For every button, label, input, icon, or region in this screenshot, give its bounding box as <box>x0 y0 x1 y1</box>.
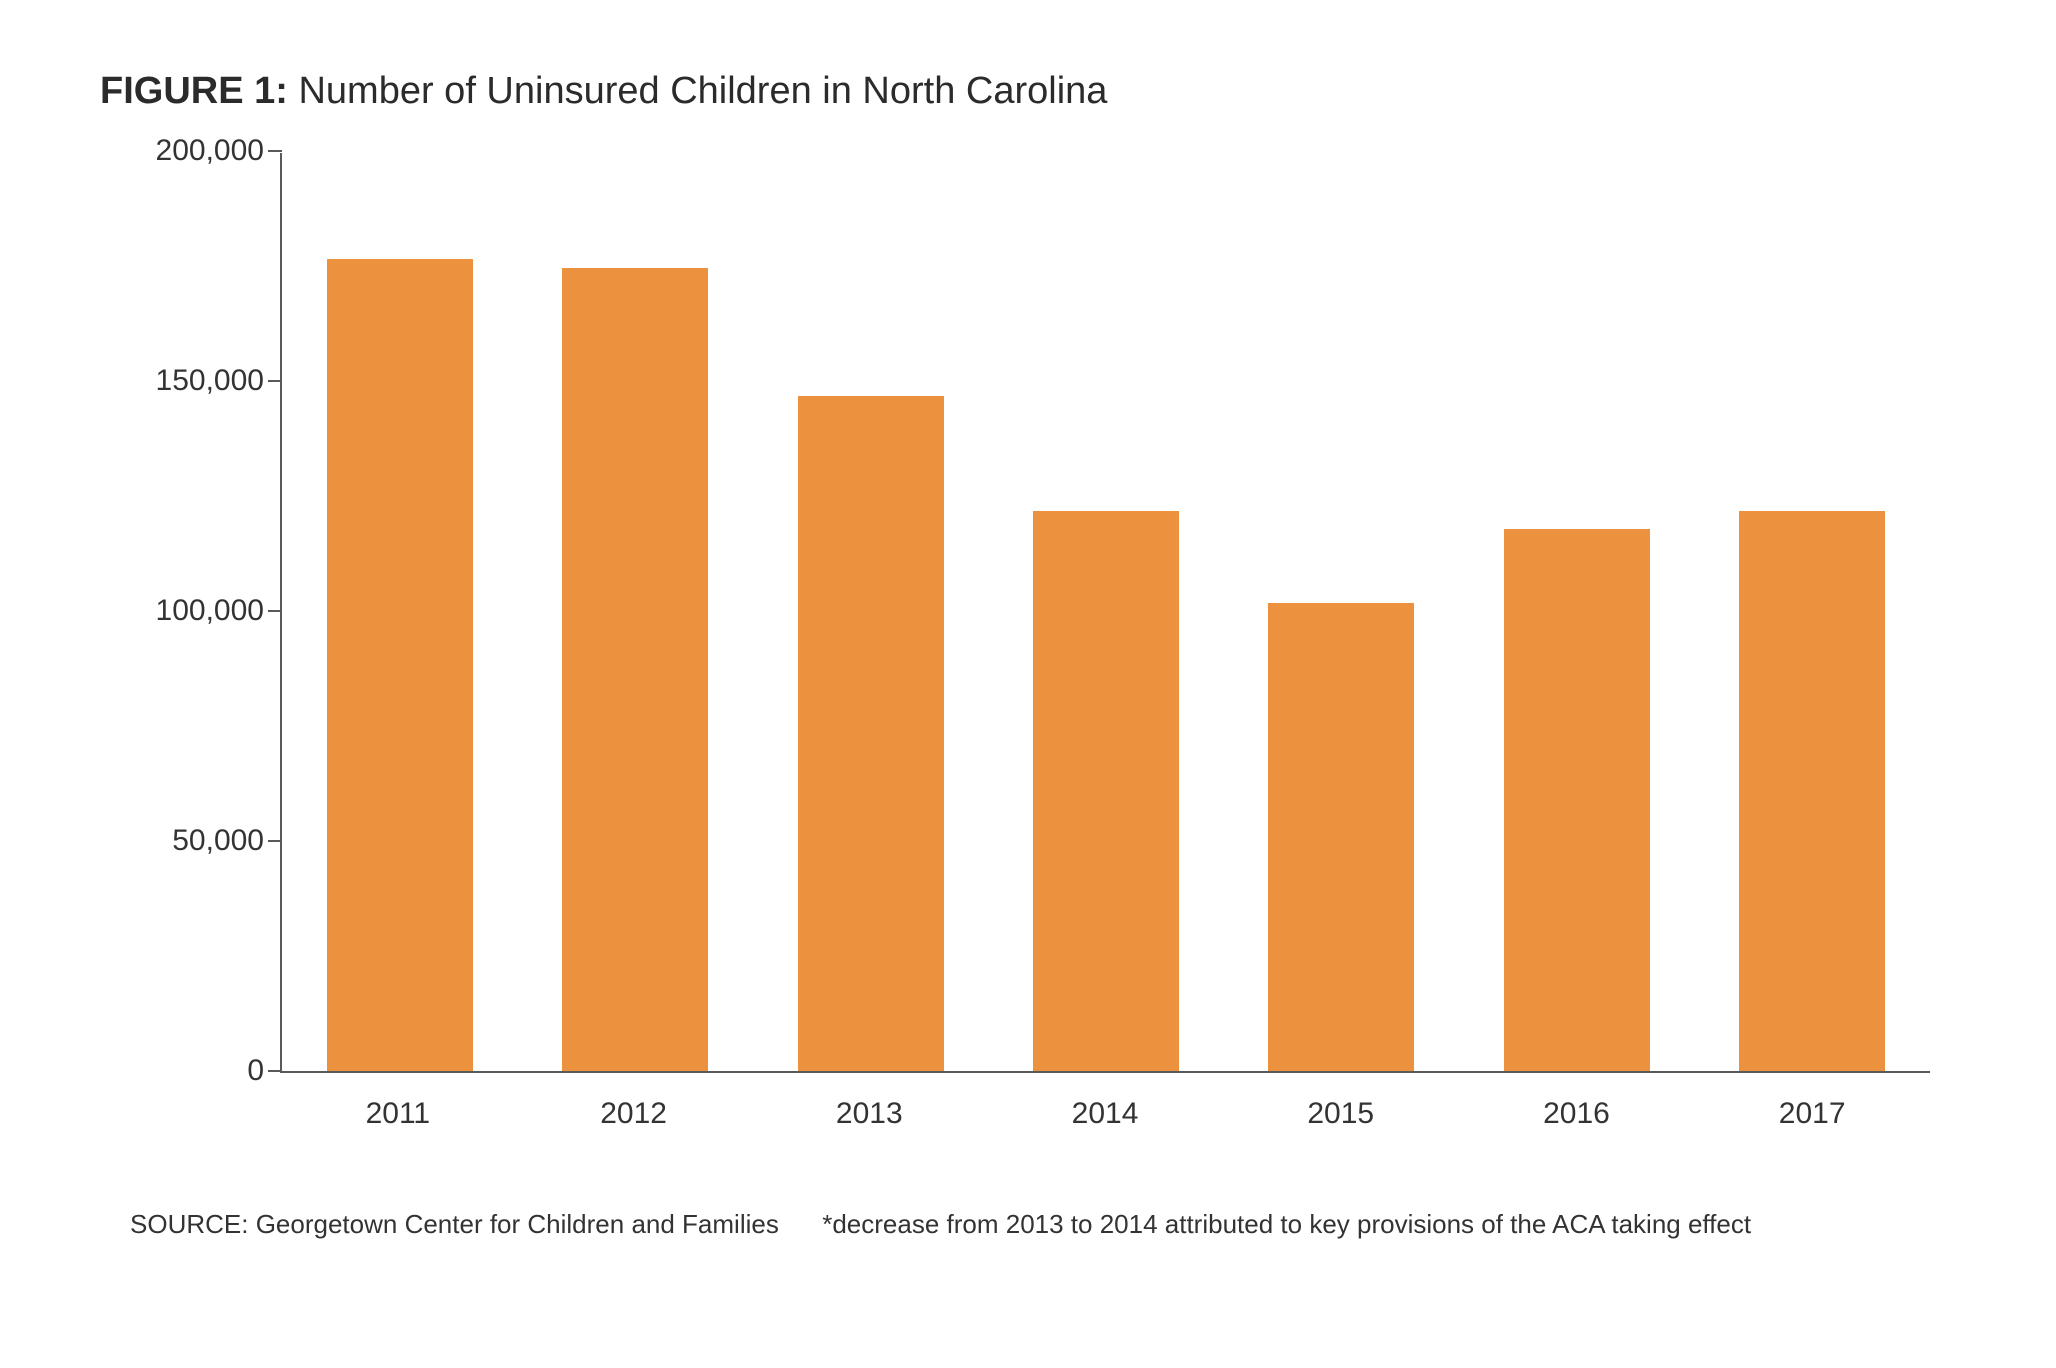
x-tick-label: 2014 <box>987 1097 1223 1131</box>
x-axis-labels: 2011201220132014201520162017 <box>280 1097 1930 1131</box>
x-tick-label: 2012 <box>516 1097 752 1131</box>
bar <box>1268 603 1414 1071</box>
source-footnote: *decrease from 2013 to 2014 attributed t… <box>822 1209 1751 1239</box>
x-tick-label: 2016 <box>1459 1097 1695 1131</box>
source-separator <box>786 1209 815 1239</box>
figure-title: Number of Uninsured Children in North Ca… <box>298 70 1107 112</box>
bar-slot <box>517 153 752 1071</box>
bar <box>798 396 944 1071</box>
y-tick-label: 100,000 <box>156 594 282 628</box>
bar-slot <box>988 153 1223 1071</box>
bar <box>327 259 473 1071</box>
source-note: SOURCE: Georgetown Center for Children a… <box>130 1209 1956 1240</box>
x-tick-label: 2017 <box>1694 1097 1930 1131</box>
bar <box>1504 529 1650 1071</box>
source-prefix: SOURCE: <box>130 1209 248 1239</box>
x-tick-label: 2011 <box>280 1097 516 1131</box>
bar-slot <box>753 153 988 1071</box>
figure-label: FIGURE 1: <box>100 70 288 112</box>
y-tick-label: 200,000 <box>156 134 282 168</box>
y-tick-label: 50,000 <box>172 824 282 858</box>
x-tick-label: 2015 <box>1223 1097 1459 1131</box>
figure-container: FIGURE 1: Number of Uninsured Children i… <box>0 0 2056 1290</box>
y-tick-label: 150,000 <box>156 364 282 398</box>
bar-slot <box>1224 153 1459 1071</box>
source-text: Georgetown Center for Children and Famil… <box>256 1209 779 1239</box>
bar-slot <box>1695 153 1930 1071</box>
bar-slot <box>1459 153 1694 1071</box>
figure-title-row: FIGURE 1: Number of Uninsured Children i… <box>100 70 1956 113</box>
bar <box>562 268 708 1071</box>
plot-area: 050,000100,000150,000200,000 <box>280 153 1930 1073</box>
bars-container <box>282 153 1930 1071</box>
bar <box>1739 511 1885 1071</box>
chart: 050,000100,000150,000200,000 20112012201… <box>130 153 1956 1131</box>
bar-slot <box>282 153 517 1071</box>
bar <box>1033 511 1179 1071</box>
x-tick-label: 2013 <box>751 1097 987 1131</box>
y-tick-label: 0 <box>247 1054 282 1088</box>
